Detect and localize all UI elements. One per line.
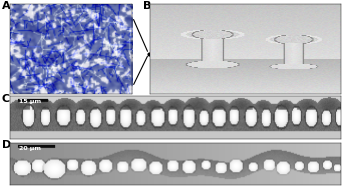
Text: 15 μm: 15 μm [19,99,41,104]
Text: C: C [2,94,10,105]
Text: 20 μm: 20 μm [19,146,41,151]
Text: B: B [143,1,151,11]
Text: D: D [2,140,11,150]
Text: A: A [2,1,10,11]
